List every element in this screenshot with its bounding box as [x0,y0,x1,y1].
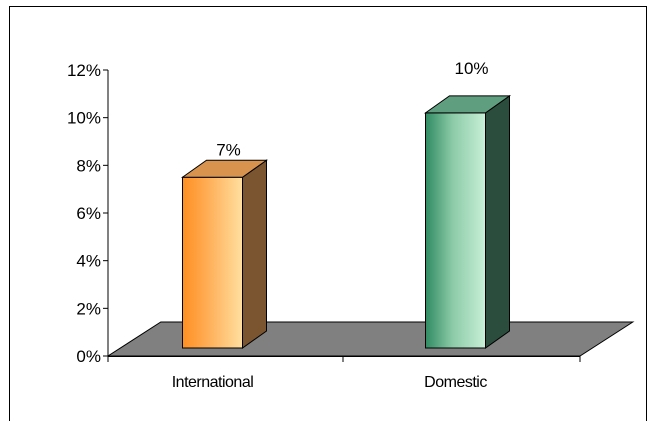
data-label: 10% [454,59,488,78]
x-tick-label: Domestic [424,374,487,391]
bar-top [423,95,512,114]
y-tick-label: 12% [67,61,101,80]
y-tick-label: 6% [76,204,101,223]
bar-top [180,159,269,178]
bar-international [180,159,269,349]
data-label: 7% [216,140,241,159]
y-tick-label: 10% [67,109,101,128]
bar-side [485,94,510,349]
bar-front [182,176,243,349]
y-tick-label: 8% [76,156,101,175]
y-tick-label: 2% [76,299,101,318]
x-tick-label: International [172,374,254,391]
bar-side [242,159,267,349]
chart-border [9,6,647,421]
y-tick-label: 0% [76,347,101,366]
bar-domestic [423,94,512,349]
y-tick-label: 4% [76,252,101,271]
bar-front [425,112,486,349]
